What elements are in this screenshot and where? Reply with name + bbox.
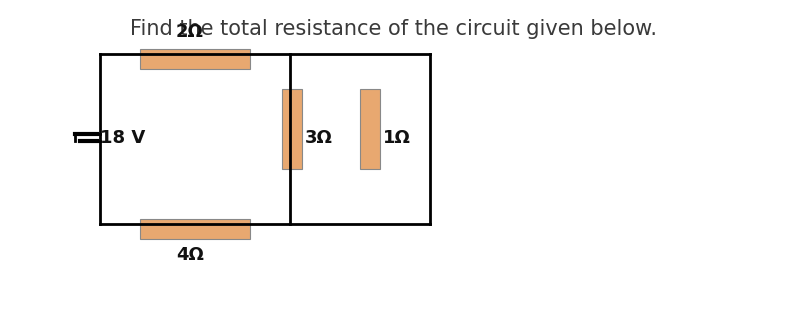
Text: 1Ω: 1Ω (383, 129, 411, 147)
Text: Find the total resistance of the circuit given below.: Find the total resistance of the circuit… (130, 19, 656, 39)
Text: 4Ω: 4Ω (176, 246, 204, 264)
Bar (360, 89, 380, 169)
Text: 2Ω: 2Ω (176, 23, 204, 41)
Bar (140, 219, 250, 239)
Text: 3Ω: 3Ω (305, 129, 333, 147)
Text: 18 V: 18 V (100, 129, 145, 147)
Bar (140, 49, 250, 69)
Bar (282, 89, 302, 169)
